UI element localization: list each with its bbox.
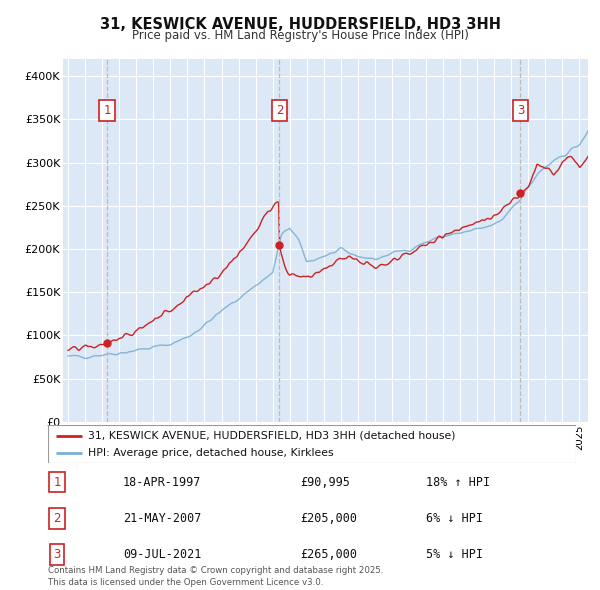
Text: Contains HM Land Registry data © Crown copyright and database right 2025.
This d: Contains HM Land Registry data © Crown c…	[48, 566, 383, 587]
Text: 1: 1	[104, 104, 111, 117]
Text: £265,000: £265,000	[300, 548, 357, 561]
Text: 5% ↓ HPI: 5% ↓ HPI	[426, 548, 483, 561]
Text: 3: 3	[53, 548, 61, 561]
Text: 2: 2	[53, 512, 61, 525]
Text: 2: 2	[276, 104, 283, 117]
Text: 21-MAY-2007: 21-MAY-2007	[123, 512, 202, 525]
Text: £90,995: £90,995	[300, 476, 350, 489]
Text: 6% ↓ HPI: 6% ↓ HPI	[426, 512, 483, 525]
Text: 3: 3	[517, 104, 524, 117]
Text: 1: 1	[53, 476, 61, 489]
Text: £205,000: £205,000	[300, 512, 357, 525]
Text: Price paid vs. HM Land Registry's House Price Index (HPI): Price paid vs. HM Land Registry's House …	[131, 29, 469, 42]
Text: 18% ↑ HPI: 18% ↑ HPI	[426, 476, 490, 489]
Text: 09-JUL-2021: 09-JUL-2021	[123, 548, 202, 561]
Text: HPI: Average price, detached house, Kirklees: HPI: Average price, detached house, Kirk…	[88, 448, 333, 458]
Text: 31, KESWICK AVENUE, HUDDERSFIELD, HD3 3HH: 31, KESWICK AVENUE, HUDDERSFIELD, HD3 3H…	[100, 17, 500, 31]
Text: 18-APR-1997: 18-APR-1997	[123, 476, 202, 489]
Text: 31, KESWICK AVENUE, HUDDERSFIELD, HD3 3HH (detached house): 31, KESWICK AVENUE, HUDDERSFIELD, HD3 3H…	[88, 431, 455, 441]
